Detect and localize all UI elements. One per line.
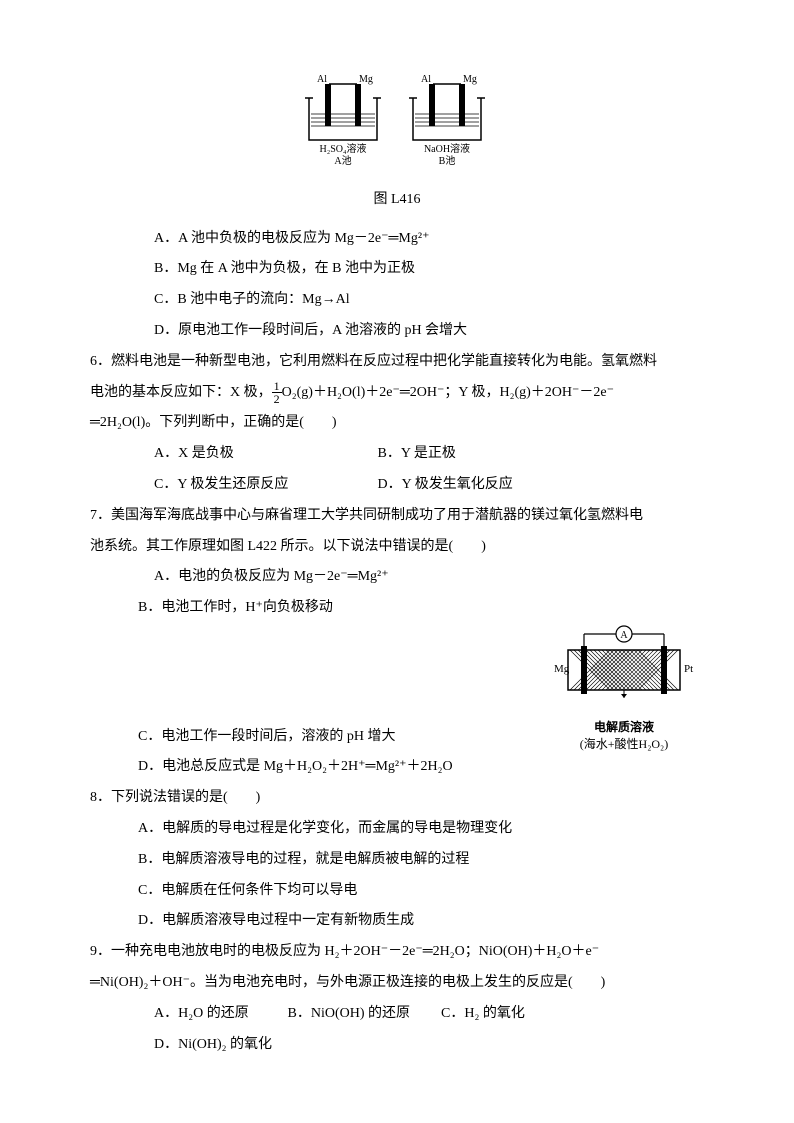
q9-option-a: A．H₂O 的还原 (154, 999, 284, 1030)
q6-options-row1: A．X 是负极 B．Y 是正极 (90, 439, 704, 470)
q9-stem-line2: ═Ni(OH)₂＋OH⁻。当为电池充电时，与外电源正极连接的电极上发生的反应是(… (90, 968, 704, 999)
q7-stem-line1: 7．美国海军海底战事中心与麻省理工大学共同研制成功了用于潜航器的镁过氧化氢燃料电 (90, 501, 704, 532)
mg-h2o2-cell-diagram: A (544, 624, 704, 714)
q7-stem-line2: 池系统。其工作原理如图 L422 所示。以下说法中错误的是( ) (90, 532, 704, 563)
q5-option-d: D．原电池工作一段时间后，A 池溶液的 pH 会增大 (90, 316, 704, 347)
q8-option-b: B．电解质溶液导电的过程，就是电解质被电解的过程 (90, 845, 704, 876)
q7-option-c: C．电池工作一段时间后，溶液的 pH 增大 (90, 722, 544, 753)
figure-l416: Al Mg H₂SO₄溶液 A池 Al Mg (90, 70, 704, 216)
ammeter-label: A (620, 630, 628, 641)
cell-a-al-label: Al (317, 74, 327, 85)
q6-stem-line2: 电池的基本反应如下：X 极，12O₂(g)＋H₂O(l)＋2e⁻═2OH⁻；Y … (90, 378, 704, 409)
q8-option-c: C．电解质在任何条件下均可以导电 (90, 876, 704, 907)
q6-stem-pre: 电池的基本反应如下：X 极， (90, 385, 272, 400)
q9-options-row: A．H₂O 的还原 B．NiO(OH) 的还原 C．H₂ 的氧化 D．Ni(OH… (90, 999, 704, 1061)
q6-stem-post: O₂(g)＋H₂O(l)＋2e⁻═2OH⁻；Y 极，H₂(g)＋2OH⁻－2e⁻ (282, 385, 614, 400)
q7-fig-caption1: 电解质溶液 (544, 719, 704, 736)
q8-stem: 8．下列说法错误的是( ) (90, 783, 704, 814)
cell-b-solution: NaOH溶液 (424, 142, 470, 155)
pt-electrode-label: Pt (684, 663, 693, 675)
q6-option-b: B．Y 是正极 (378, 439, 456, 470)
q9-option-b: B．NiO(OH) 的还原 (288, 999, 438, 1030)
cell-b-name: B池 (439, 154, 456, 167)
cell-b-mg-label: Mg (463, 74, 477, 85)
q9-option-c: C．H₂ 的氧化 (441, 999, 571, 1030)
q9-stem-line1: 9．一种充电电池放电时的电极反应为 H₂＋2OH⁻－2e⁻═2H₂O；NiO(O… (90, 937, 704, 968)
figure-caption-l416: 图 L416 (90, 185, 704, 216)
two-cells-diagram: Al Mg H₂SO₄溶液 A池 Al Mg (297, 70, 497, 170)
q5-option-a: A．A 池中负极的电极反应为 Mg－2e⁻═Mg²⁺ (90, 224, 704, 255)
q6-options-row2: C．Y 极发生还原反应 D．Y 极发生氧化反应 (90, 470, 704, 501)
q7-fig-caption2: (海水+酸性H₂O₂) (544, 736, 704, 753)
q7-row-with-figure: C．电池工作一段时间后，溶液的 pH 增大 A (90, 624, 704, 752)
mg-electrode-label: Mg (554, 663, 570, 675)
cell-a-mg-label: Mg (359, 74, 373, 85)
q5-option-c: C．B 池中电子的流向：Mg→Al (90, 285, 704, 316)
q8-option-a: A．电解质的导电过程是化学变化，而金属的导电是物理变化 (90, 814, 704, 845)
fraction-one-half: 12 (272, 380, 282, 405)
q6-option-c: C．Y 极发生还原反应 (154, 470, 374, 501)
q7-option-a: A．电池的负极反应为 Mg－2e⁻═Mg²⁺ (90, 562, 704, 593)
q7-option-b: B．电池工作时，H⁺向负极移动 (90, 593, 704, 624)
cell-a-name: A池 (334, 154, 351, 167)
q5-option-b: B．Mg 在 A 池中为负极，在 B 池中为正极 (90, 254, 704, 285)
q6-option-d: D．Y 极发生氧化反应 (378, 470, 513, 501)
q7-option-d: D．电池总反应式是 Mg＋H₂O₂＋2H⁺═Mg²⁺＋2H₂O (90, 752, 704, 783)
q9-option-d: D．Ni(OH)₂ 的氧化 (154, 1030, 284, 1061)
cell-b-al-label: Al (421, 74, 431, 85)
q6-stem-line1: 6．燃料电池是一种新型电池，它利用燃料在反应过程中把化学能直接转化为电能。氢氧燃… (90, 347, 704, 378)
q6-stem-line3: ═2H₂O(l)。下列判断中，正确的是( ) (90, 408, 704, 439)
q8-option-d: D．电解质溶液导电过程中一定有新物质生成 (90, 906, 704, 937)
q6-option-a: A．X 是负极 (154, 439, 374, 470)
cell-a-solution: H₂SO₄溶液 (320, 142, 367, 155)
